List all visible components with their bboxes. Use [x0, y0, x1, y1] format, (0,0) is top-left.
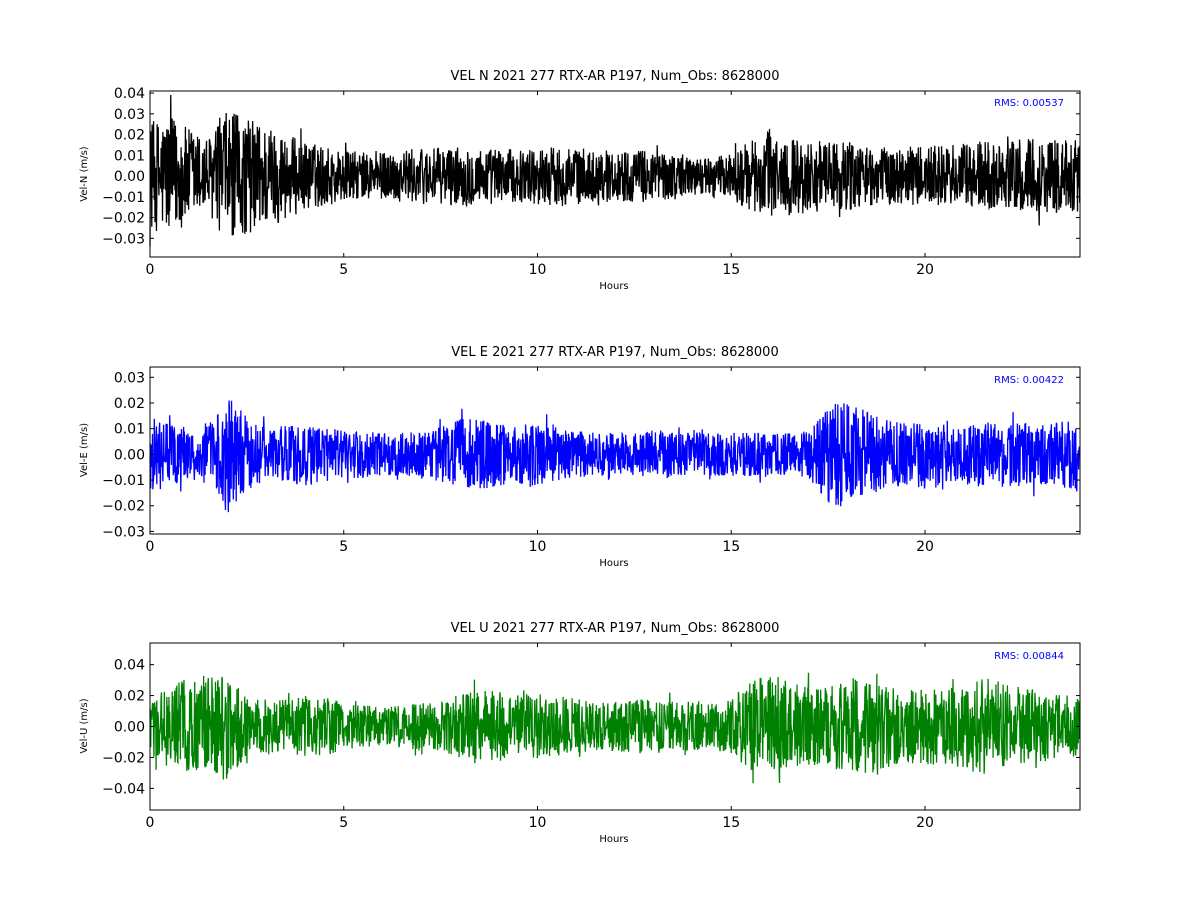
y-tick-label: 0.04	[114, 86, 145, 102]
y-tick-label: −0.04	[102, 781, 145, 797]
y-axis-label: Vel-E (m/s)	[79, 423, 90, 477]
y-tick-label: −0.02	[102, 499, 145, 515]
plot-frame	[149, 366, 1081, 535]
x-tick-label: 0	[146, 539, 155, 555]
y-tick-label: 0.01	[114, 422, 145, 438]
y-axis-label: Vel-U (m/s)	[79, 698, 90, 753]
x-tick-label: 0	[146, 262, 155, 278]
panel-vel-n: VEL N 2021 277 RTX-AR P197, Num_Obs: 862…	[79, 69, 1081, 292]
panel-title: VEL E 2021 277 RTX-AR P197, Num_Obs: 862…	[451, 345, 778, 360]
y-tick-label: −0.03	[102, 231, 145, 247]
series-layer	[149, 94, 1081, 247]
x-tick-label: 15	[722, 539, 740, 555]
panel-vel-e: VEL E 2021 277 RTX-AR P197, Num_Obs: 862…	[79, 345, 1081, 569]
y-tick-label: 0.03	[114, 370, 145, 386]
y-tick-label: −0.03	[102, 524, 145, 540]
rms-annotation: RMS: 0.00422	[994, 375, 1064, 386]
series-line	[149, 400, 1081, 513]
ticks-layer: 0 5 10 15 20 −0.03 −0.02 −0.01 0.00 0.01 0.02 0.03	[102, 367, 1080, 555]
y-tick-label: 0.02	[114, 396, 145, 412]
y-tick-label: 0.00	[114, 447, 145, 463]
x-tick-label: 10	[529, 815, 547, 831]
series-line	[149, 94, 1081, 247]
ticks-layer: 0 5 10 15 20 −0.04 −0.02 0.00 0.02 0.04	[102, 643, 1080, 831]
panel-title: VEL N 2021 277 RTX-AR P197, Num_Obs: 862…	[451, 69, 780, 84]
y-axis-label: Vel-N (m/s)	[79, 146, 90, 201]
plot-frame	[149, 642, 1081, 811]
ticks-layer: 0 5 10 15 20 −0.03 −0.02 −0.01 0.00 0.01 0.02 0.03 0…	[102, 86, 1080, 278]
x-tick-label: 0	[146, 815, 155, 831]
y-tick-label: −0.01	[102, 190, 145, 206]
y-tick-label: 0.04	[114, 658, 145, 674]
x-tick-label: 20	[916, 262, 934, 278]
y-tick-label: −0.02	[102, 750, 145, 766]
rms-annotation: RMS: 0.00844	[994, 651, 1064, 662]
x-tick-label: 5	[339, 262, 348, 278]
rms-annotation: RMS: 0.00537	[994, 98, 1064, 109]
y-tick-label: 0.03	[114, 107, 145, 123]
x-tick-label: 15	[722, 262, 740, 278]
series-layer	[149, 672, 1081, 784]
y-tick-label: −0.01	[102, 473, 145, 489]
y-tick-label: 0.01	[114, 148, 145, 164]
y-tick-label: 0.02	[114, 128, 145, 144]
y-tick-label: 0.00	[114, 720, 145, 736]
x-tick-label: 20	[916, 539, 934, 555]
x-tick-label: 15	[722, 815, 740, 831]
x-tick-label: 5	[339, 815, 348, 831]
x-tick-label: 20	[916, 815, 934, 831]
x-tick-label: 10	[529, 539, 547, 555]
x-axis-label: Hours	[599, 558, 628, 569]
x-tick-label: 5	[339, 539, 348, 555]
y-tick-label: 0.00	[114, 169, 145, 185]
panel-vel-u: VEL U 2021 277 RTX-AR P197, Num_Obs: 862…	[79, 621, 1081, 845]
x-axis-label: Hours	[599, 834, 628, 845]
y-tick-label: 0.02	[114, 689, 145, 705]
series-layer	[149, 400, 1081, 513]
plot-frame	[149, 90, 1081, 258]
series-line	[149, 672, 1081, 784]
panel-title: VEL U 2021 277 RTX-AR P197, Num_Obs: 862…	[451, 621, 780, 636]
y-tick-label: −0.02	[102, 211, 145, 227]
x-axis-label: Hours	[599, 281, 628, 292]
x-tick-label: 10	[529, 262, 547, 278]
